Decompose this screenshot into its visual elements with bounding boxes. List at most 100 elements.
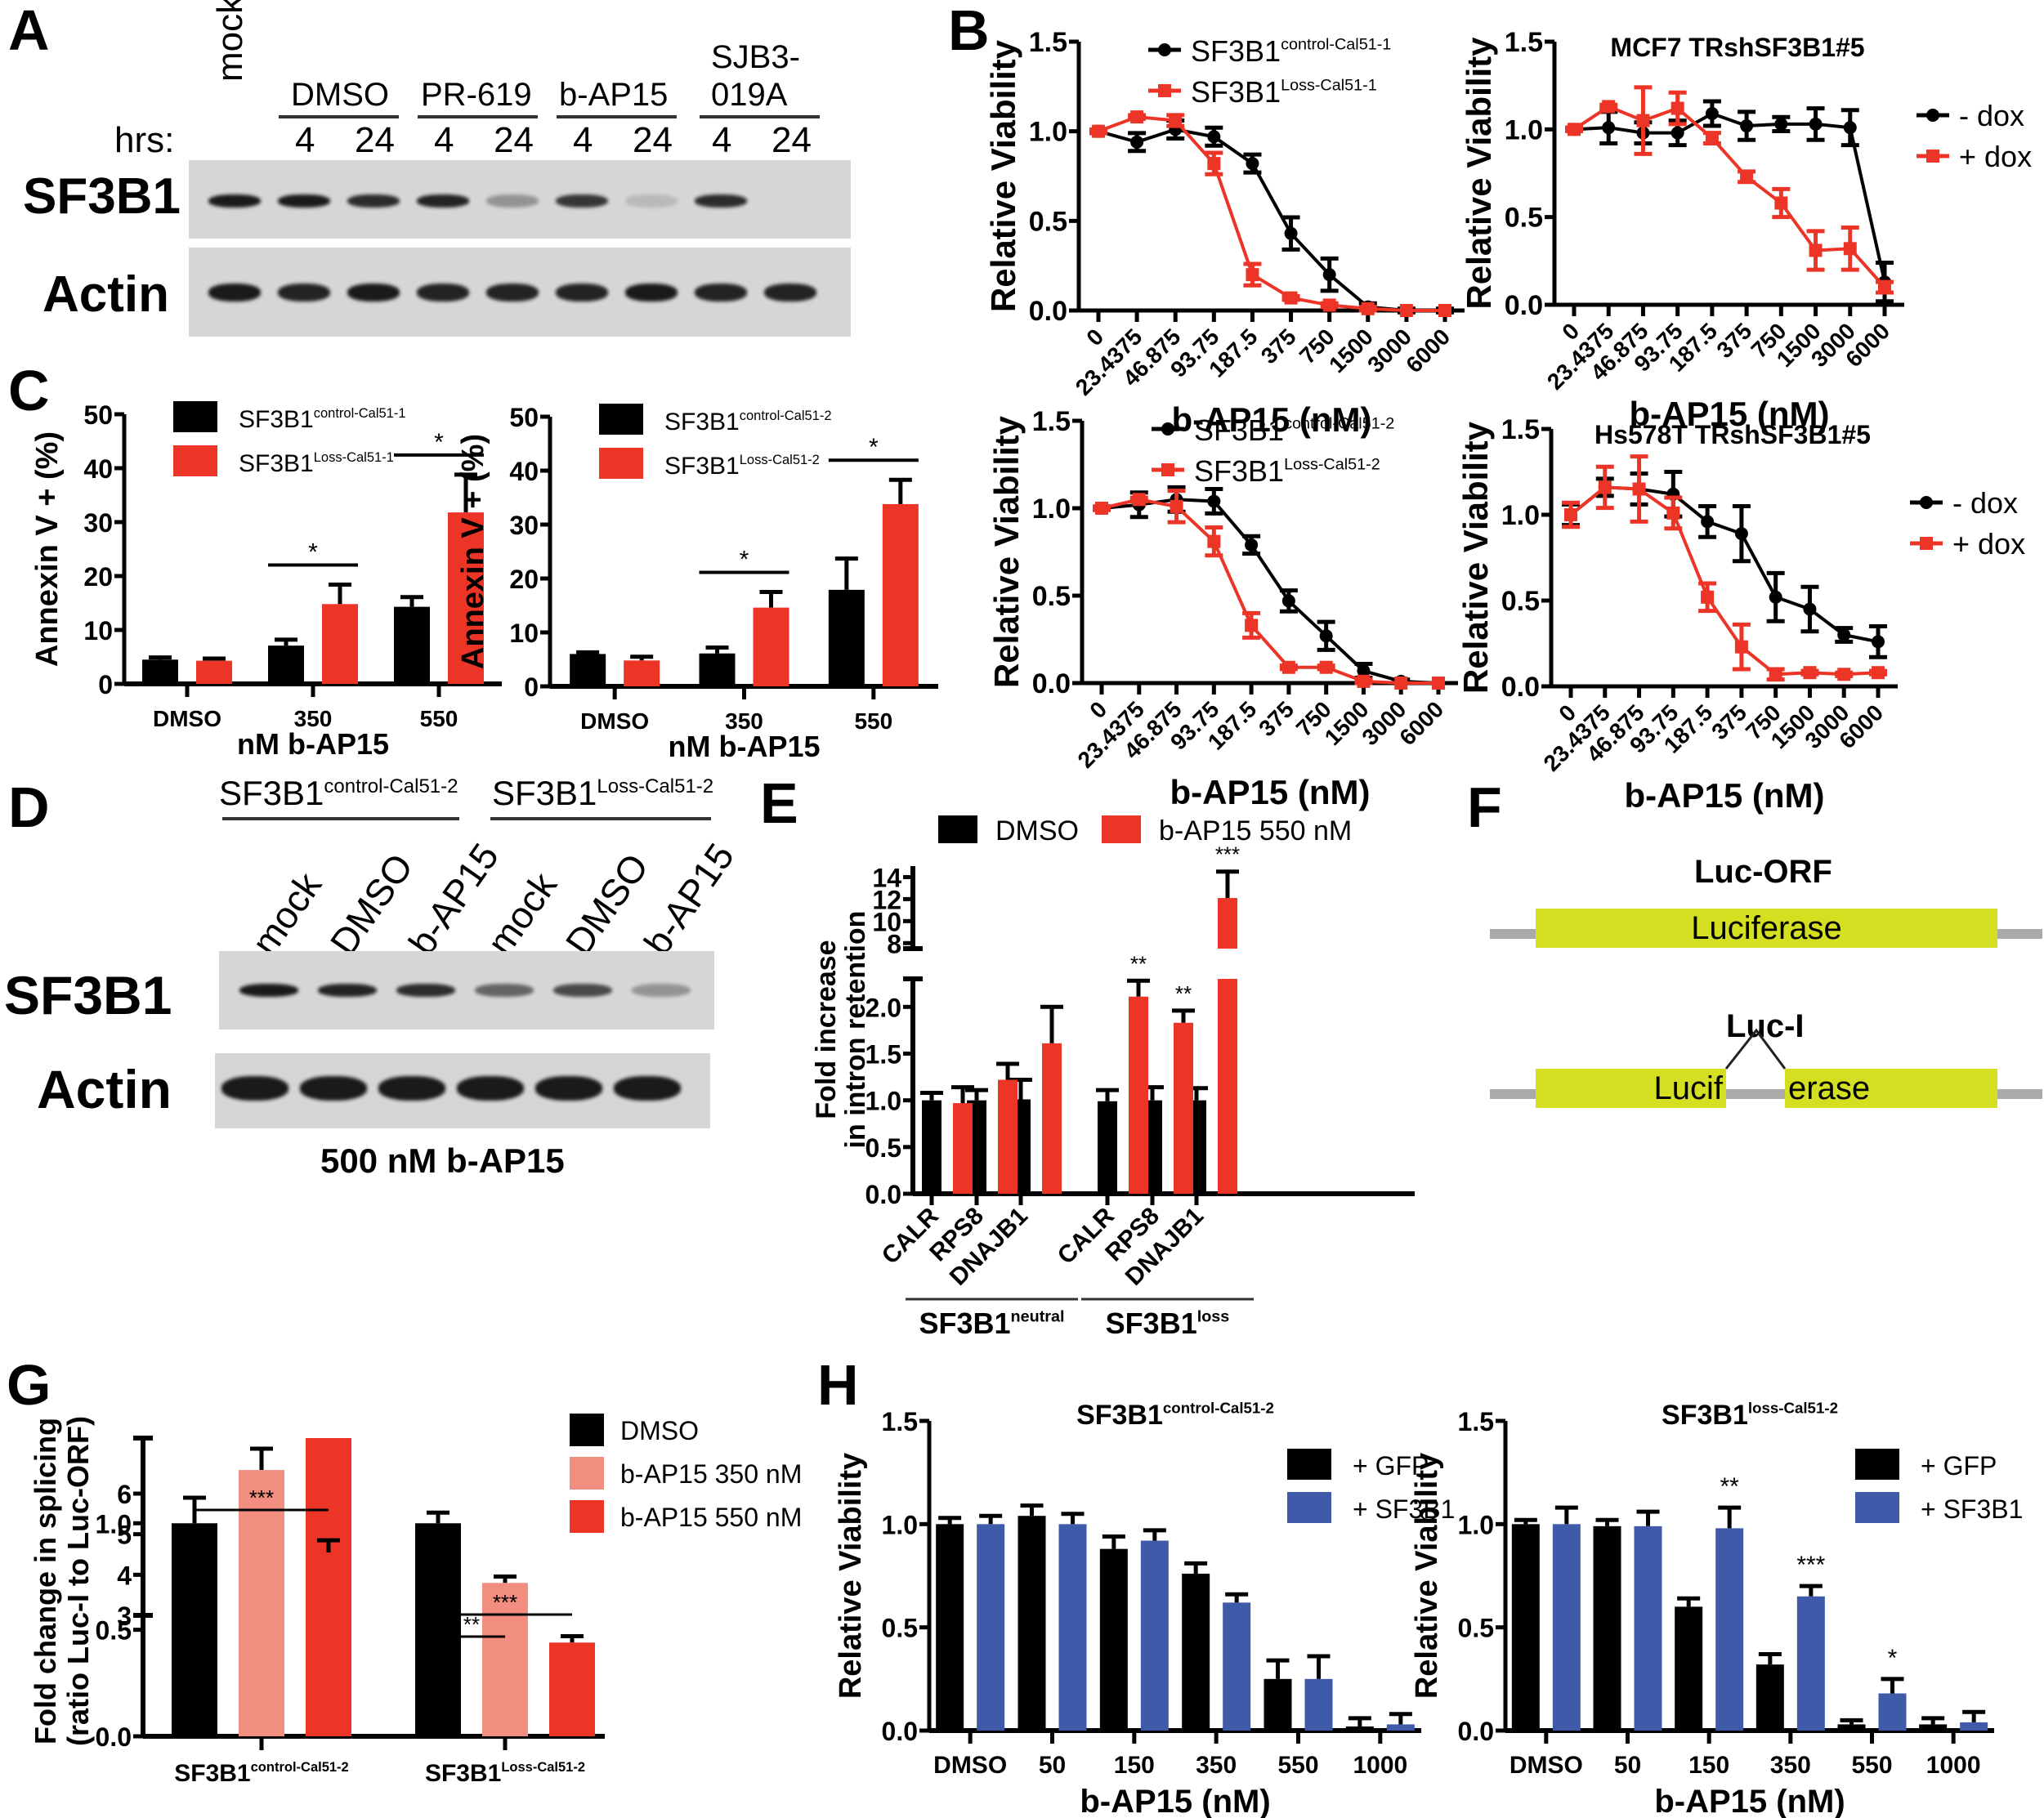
chart-title-base: SF3B1 (1076, 1400, 1163, 1431)
legend-marker (1920, 537, 1933, 550)
data-point (1394, 677, 1408, 690)
data-point (1843, 242, 1857, 256)
bar (922, 1100, 941, 1194)
legend-label: + SF3B1 (1921, 1494, 2023, 1524)
data-point (1734, 640, 1748, 654)
bar (1182, 1573, 1210, 1731)
y-tick-label: 0.0 (1505, 290, 1543, 321)
data-point (1602, 121, 1616, 135)
legend-swatch (599, 448, 643, 479)
y-tick-label: 1.5 (1458, 1407, 1494, 1436)
blot-a-group-dmso: DMSO (291, 77, 389, 113)
x-axis-label: b-AP15 (nM) (1172, 400, 1372, 439)
y-tick-label: 40 (509, 457, 539, 486)
series-line (1569, 485, 1879, 677)
y-axis-label: Annexin V + (%) (30, 431, 65, 667)
y-tick-label: 1.5 (1505, 27, 1543, 58)
x-tick-label: 6000 (1394, 696, 1448, 750)
x-tick-label: 150 (1688, 1752, 1729, 1779)
sf3b1-band (278, 194, 330, 208)
y-tick-label: 12 (872, 885, 901, 914)
bar (1960, 1722, 1988, 1731)
blot-a-group-line (557, 115, 677, 118)
legend-swatch (1102, 815, 1141, 843)
blot-a-hour-label: 4 (434, 120, 454, 160)
legend-label: SF3B1control-Cal51-2 (1194, 413, 1394, 447)
legend-label: SF3B1control-Cal51-1 (1191, 34, 1391, 68)
x-tick-label: 550 (1277, 1752, 1318, 1779)
data-point (1281, 594, 1295, 608)
x-tick-label: 550 (420, 706, 458, 731)
data-point (1245, 619, 1259, 632)
y-tick-label: 1.0 (865, 1087, 901, 1116)
chart-title: SF3B1loss-Cal51-2 (1662, 1399, 1838, 1431)
luc-i-exon2-label: erase (1788, 1070, 1871, 1106)
significance-marker: ** (463, 1612, 480, 1637)
bar (394, 606, 430, 684)
significance-marker: *** (249, 1485, 274, 1510)
y-axis-label: Relative Viability (984, 39, 1022, 312)
x-tick-label: 350 (1196, 1752, 1237, 1779)
x-tick-label: 150 (1114, 1752, 1155, 1779)
legend-marker (1926, 109, 1939, 122)
blot-a-group-sjb3-line1: SJB3- (711, 39, 800, 75)
y-tick-label: 0.5 (1458, 1614, 1494, 1643)
legend-label-sup: Loss-Cal51-2 (1284, 456, 1380, 474)
panel-letter-g: G (7, 1353, 51, 1417)
data-point (1803, 602, 1817, 616)
data-point (1432, 677, 1445, 690)
actin-band (457, 1076, 524, 1101)
blot-d-group-line (490, 817, 711, 820)
legend-label: SF3B1Loss-Cal51-2 (664, 453, 820, 480)
data-point (1734, 527, 1748, 541)
data-point (1169, 114, 1183, 127)
data-point (1568, 123, 1581, 136)
panel-letter-c: C (8, 359, 50, 422)
data-point (1130, 135, 1144, 149)
bar (953, 1103, 973, 1194)
significance-marker: *** (1796, 1552, 1825, 1579)
blot-a-hour-label: 4 (573, 120, 593, 160)
x-tick-label: 6000 (1401, 324, 1455, 377)
bar (482, 1583, 528, 1736)
bar (1218, 979, 1237, 1194)
data-point (1705, 107, 1719, 121)
x-tick-label: 1500 (1324, 324, 1378, 377)
y-tick-label: 14 (872, 863, 901, 892)
bar (977, 1524, 1005, 1731)
blot-d-row-label-sf3b1: SF3B1 (4, 965, 172, 1025)
y-tick-label: 0.0 (1032, 668, 1071, 699)
blot-a-hrs-label: hrs: (114, 120, 175, 160)
actin-band (347, 284, 400, 302)
y-tick-label: 20 (509, 565, 539, 594)
x-axis-label: nM b-AP15 (668, 730, 820, 763)
bar (936, 1524, 964, 1731)
y-tick-label: 0.0 (96, 1722, 132, 1752)
legend-swatch (599, 404, 643, 435)
data-point (1246, 268, 1259, 282)
x-tick-label: CALR (1053, 1202, 1120, 1269)
bar (1304, 1678, 1333, 1731)
x-tick-label: 1000 (1926, 1752, 1981, 1779)
legend-label: + dox (1952, 527, 2025, 561)
data-point (1837, 628, 1851, 641)
x-tick-label: 50 (1614, 1752, 1641, 1779)
x-tick-label: 550 (854, 708, 892, 734)
data-point (1671, 126, 1684, 140)
significance-marker: * (308, 539, 318, 566)
blot-a-group-bap15: b-AP15 (559, 77, 669, 113)
y-tick-label: 0.5 (1029, 206, 1067, 237)
blot-d-group-line (222, 817, 459, 820)
bar (570, 654, 606, 686)
significance-marker: * (434, 429, 444, 456)
sf3b1-band (318, 984, 377, 997)
actin-band (614, 1076, 681, 1101)
bar (1386, 1724, 1415, 1731)
blot-d-actin-membrane (215, 1053, 710, 1128)
x-axis-label: b-AP15 (nM) (1625, 776, 1825, 815)
legend-label: SF3B1control-Cal51-2 (664, 409, 832, 436)
category-group-label-sup: loss (1197, 1308, 1230, 1326)
panel-letter-b: B (948, 0, 990, 62)
